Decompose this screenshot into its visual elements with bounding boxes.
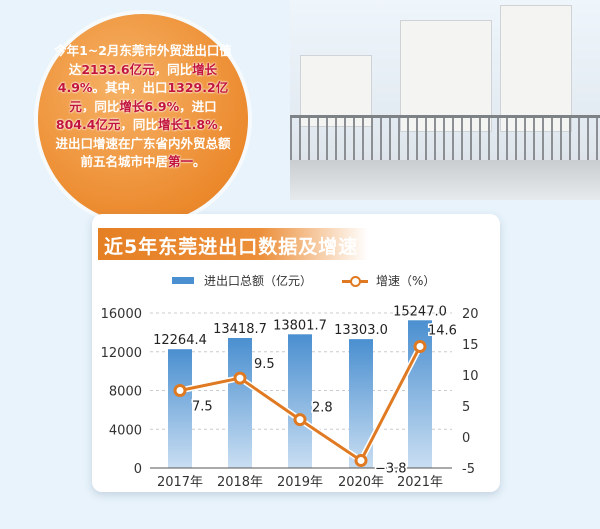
left-tick-label: 4000	[109, 423, 142, 438]
line-point	[354, 454, 368, 468]
building	[500, 5, 572, 132]
right-tick-label: -5	[462, 462, 475, 477]
bar-value-label: 13303.0	[334, 323, 388, 338]
x-tick-label: 2017年	[157, 475, 203, 490]
legend-line-label: 增速（%）	[376, 274, 436, 288]
line-point	[293, 413, 307, 427]
title-banner	[98, 228, 368, 260]
line-value-label: 9.5	[254, 357, 275, 372]
blurb-text: ，进出口增速在广东省内外贸总额前五名城市中居	[55, 117, 231, 169]
blurb-text: ，同比	[154, 61, 193, 77]
line-value-label: 2.8	[312, 401, 333, 416]
left-tick-label: 12000	[101, 346, 142, 361]
left-tick-label: 0	[134, 462, 142, 477]
x-tick-label: 2021年	[397, 475, 443, 490]
line-point	[413, 339, 427, 353]
line-value-label: 7.5	[192, 400, 213, 415]
blurb-text: 。其中，出口	[92, 80, 168, 95]
highlight-text: 804.4亿元	[55, 117, 121, 132]
blurb-text: ，同比	[120, 117, 158, 132]
bar-value-label: 13801.7	[273, 318, 327, 333]
blurb-text: 。	[193, 154, 206, 169]
line-point	[173, 384, 187, 397]
bar	[288, 334, 312, 468]
line-value-label: 14.6	[428, 323, 457, 338]
bar-value-label: 15247.0	[393, 304, 447, 319]
highlight-text: 增长4.9%	[57, 61, 218, 96]
school-building-photo	[290, 0, 600, 200]
line-point	[233, 371, 247, 385]
right-tick-label: 20	[462, 307, 479, 322]
highlight-text: 增长1.8%	[157, 117, 218, 132]
line-value-label: −3.8	[375, 462, 407, 477]
left-tick-label: 16000	[101, 307, 142, 322]
bar-value-label: 13418.7	[213, 322, 267, 337]
legend-bar-label: 进出口总额（亿元）	[204, 274, 313, 288]
chart-title: 近5年东莞进出口数据及增速	[104, 236, 359, 258]
highlight-text: 1329.2亿元	[69, 80, 229, 114]
fence	[290, 115, 600, 162]
left-tick-label: 8000	[109, 385, 142, 400]
bar	[168, 349, 192, 468]
x-tick-label: 2018年	[217, 475, 263, 490]
bar	[228, 338, 252, 468]
summary-text: 今年1~2月东莞市外贸进出口值达2133.6亿元，同比增长4.9%。其中，出口1…	[52, 42, 234, 172]
highlight-text: 增长6.9%	[119, 98, 180, 114]
right-tick-label: 15	[462, 338, 479, 353]
right-tick-label: 10	[462, 369, 479, 384]
blurb-text: ，进口	[179, 98, 217, 114]
bar-value-label: 12264.4	[153, 333, 207, 348]
x-tick-label: 2020年	[338, 475, 384, 490]
legend-line-swatch	[342, 275, 369, 287]
blurb-text: 今年1~2月东莞市外贸进出口值达	[54, 43, 232, 77]
right-tick-label: 0	[462, 431, 470, 446]
legend: 进出口总额（亿元） 增速（%）	[172, 272, 435, 289]
highlight-text: 第一	[167, 154, 193, 169]
summary-circle	[38, 14, 248, 224]
blurb-text: ，同比	[81, 98, 120, 114]
right-tick-label: 5	[462, 400, 470, 415]
x-tick-label: 2019年	[277, 475, 323, 490]
legend-bar-swatch	[172, 277, 194, 284]
ground	[290, 160, 600, 200]
highlight-text: 2133.6亿元	[81, 61, 155, 77]
